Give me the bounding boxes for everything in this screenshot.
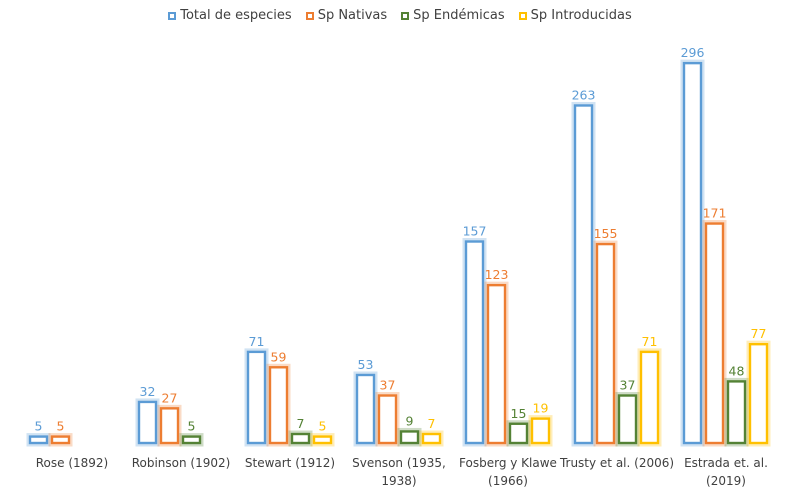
bar <box>246 350 267 445</box>
category-label: Fosberg y Klawe <box>459 456 557 470</box>
category-label: Rose (1892) <box>36 456 109 470</box>
bar <box>726 380 747 445</box>
data-label: 263 <box>572 87 596 102</box>
legend-swatch <box>518 11 527 20</box>
bar <box>312 435 333 445</box>
bar <box>530 417 551 445</box>
data-label: 171 <box>703 206 727 221</box>
data-label: 48 <box>729 363 745 378</box>
data-label: 9 <box>406 413 414 428</box>
category-label: Robinson (1902) <box>132 456 231 470</box>
category-label: Trusty et al. (2006) <box>559 456 674 470</box>
data-label: 37 <box>620 378 636 393</box>
bar <box>268 366 289 445</box>
data-label: 5 <box>319 419 327 434</box>
category-label: 1938) <box>381 474 416 488</box>
bar <box>355 373 376 445</box>
legend-label: Sp Introducidas <box>530 8 632 23</box>
bar <box>137 400 158 445</box>
category-label: Stewart (1912) <box>245 456 335 470</box>
data-label: 37 <box>380 378 396 393</box>
category-label: (2019) <box>706 474 746 488</box>
bar <box>377 394 398 445</box>
data-label: 157 <box>463 224 487 239</box>
bar <box>28 435 49 445</box>
legend-item: Sp Endémicas <box>401 8 505 23</box>
bar <box>573 104 594 445</box>
data-label: 15 <box>511 406 527 421</box>
legend-label: Total de especies <box>180 8 292 23</box>
bar <box>704 222 725 445</box>
data-label: 5 <box>57 419 65 434</box>
bar <box>181 435 202 445</box>
data-label: 5 <box>188 419 196 434</box>
data-label: 7 <box>297 416 305 431</box>
bar <box>486 283 507 445</box>
bar <box>159 407 180 445</box>
data-label: 71 <box>249 334 265 349</box>
data-label: 71 <box>642 334 658 349</box>
bar <box>682 61 703 445</box>
data-label: 77 <box>751 326 767 341</box>
legend-label: Sp Nativas <box>317 8 388 23</box>
bar <box>290 432 311 445</box>
category-label: Svenson (1935, <box>352 456 446 470</box>
legend-item: Total de especies <box>168 8 292 23</box>
bar <box>617 394 638 445</box>
legend-label: Sp Endémicas <box>413 8 505 23</box>
category-label: (1966) <box>488 474 528 488</box>
legend-item: Sp Introducidas <box>518 8 632 23</box>
bar <box>639 350 660 445</box>
data-label: 296 <box>681 45 705 60</box>
data-label: 27 <box>162 390 178 405</box>
data-label: 53 <box>358 357 374 372</box>
bar <box>748 342 769 445</box>
bar <box>508 422 529 445</box>
bar <box>595 242 616 445</box>
data-label: 155 <box>594 226 618 241</box>
category-label: Estrada et. al. <box>684 456 768 470</box>
data-label: 59 <box>271 349 287 364</box>
data-label: 19 <box>533 401 549 416</box>
data-label: 32 <box>140 384 156 399</box>
bar <box>50 435 71 445</box>
data-label: 123 <box>485 267 509 282</box>
bar <box>421 432 442 445</box>
data-label: 5 <box>35 419 43 434</box>
legend-item: Sp Nativas <box>305 8 388 23</box>
data-label: 7 <box>428 416 436 431</box>
legend: Total de especies Sp Nativas Sp Endémicas S… <box>0 8 800 23</box>
legend-swatch <box>401 11 410 20</box>
bar <box>399 430 420 445</box>
legend-swatch <box>168 11 177 20</box>
legend-swatch <box>305 11 314 20</box>
bar <box>464 240 485 445</box>
